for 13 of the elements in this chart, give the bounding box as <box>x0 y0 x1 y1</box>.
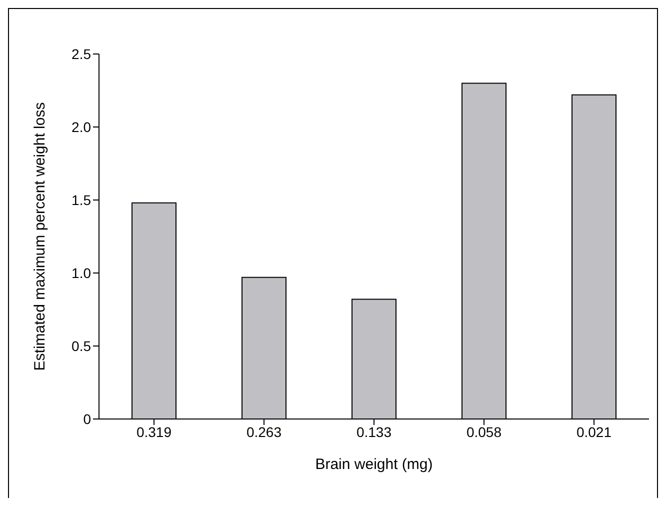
x-tick-label: 0.021 <box>576 424 612 440</box>
x-tick-label: 0.263 <box>246 424 282 440</box>
y-axis-title: Estimated maximum percent weight loss <box>31 102 48 371</box>
y-tick-label: 2.5 <box>72 46 92 62</box>
x-tick-label: 0.058 <box>466 424 502 440</box>
x-tick-label: 0.133 <box>356 424 392 440</box>
x-tick-label: 0.319 <box>136 424 172 440</box>
y-tick-label: 1.0 <box>72 264 92 281</box>
y-tick-label: 0.5 <box>72 338 92 354</box>
y-tick-label: 1.5 <box>72 192 92 208</box>
y-tick-label: 2.0 <box>72 118 92 135</box>
x-axis-title: Brain weight (mg) <box>315 456 433 473</box>
y-tick-label: 0 <box>83 410 92 427</box>
